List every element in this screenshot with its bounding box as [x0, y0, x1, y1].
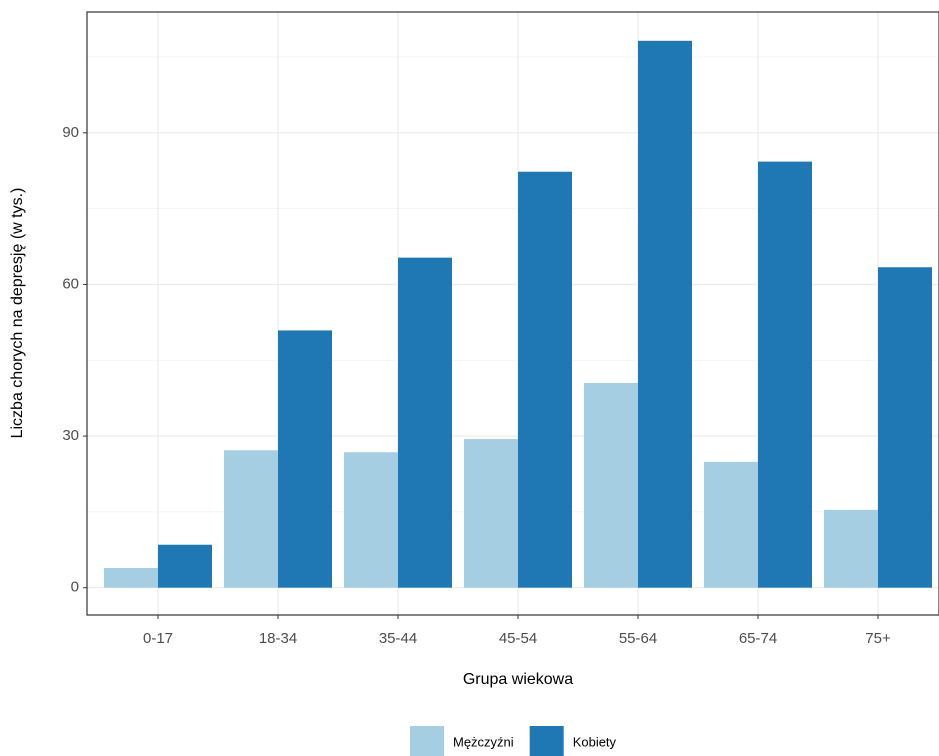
bar	[638, 40, 692, 588]
bar	[278, 330, 332, 588]
x-axis-title: Grupa wiekowa	[463, 671, 573, 688]
x-tick-label: 65-74	[739, 630, 777, 647]
y-tick-label: 90	[62, 124, 79, 141]
legend-label: Kobiety	[573, 734, 617, 749]
x-tick-label: 55-64	[619, 630, 657, 647]
x-tick-label: 35-44	[379, 630, 417, 647]
legend-key	[410, 726, 444, 756]
bar	[518, 171, 572, 588]
legend-label: Mężczyźni	[453, 734, 514, 749]
y-axis-title: Liczba chorych na depresję (w tys.)	[9, 188, 26, 439]
y-tick-label: 30	[62, 427, 79, 444]
x-tick-label: 45-54	[499, 630, 537, 647]
bar	[344, 452, 398, 588]
bar	[224, 450, 278, 588]
y-tick-label: 60	[62, 275, 79, 292]
bar	[464, 439, 518, 588]
x-tick-label: 75+	[865, 630, 891, 647]
bar	[878, 267, 932, 588]
bar	[758, 161, 812, 588]
bar	[104, 567, 158, 588]
bar	[584, 382, 638, 588]
x-tick-label: 18-34	[259, 630, 297, 647]
panel-border	[86, 11, 939, 616]
x-tick-label: 0-17	[143, 630, 173, 647]
bar	[158, 544, 212, 588]
legend-key	[529, 726, 564, 756]
y-tick-label: 0	[71, 579, 79, 596]
bar	[704, 461, 758, 588]
bar	[398, 257, 452, 588]
bar	[824, 509, 878, 588]
